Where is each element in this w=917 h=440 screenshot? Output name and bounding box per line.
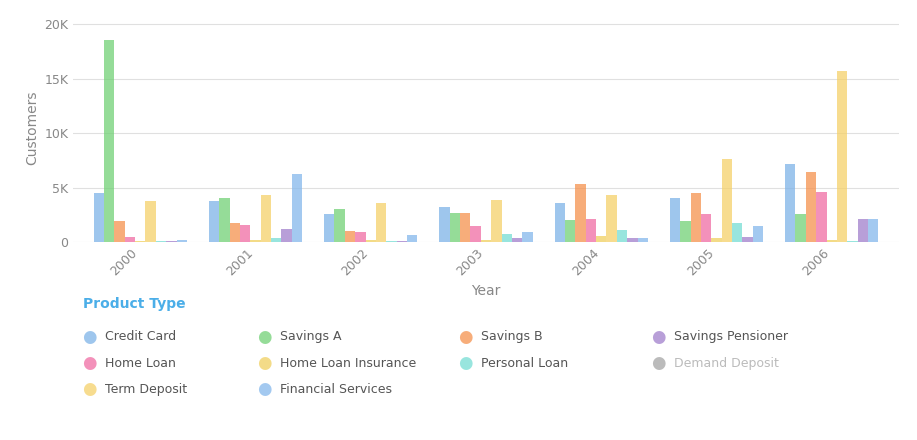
Bar bbox=[492, 199, 502, 242]
Bar bbox=[617, 230, 627, 242]
Bar bbox=[712, 238, 722, 242]
Text: ●: ● bbox=[458, 328, 473, 345]
Bar bbox=[397, 241, 407, 242]
Bar bbox=[722, 159, 732, 242]
Bar bbox=[523, 232, 533, 242]
Bar bbox=[271, 238, 282, 242]
Text: ●: ● bbox=[257, 328, 271, 345]
Bar bbox=[355, 232, 366, 242]
Text: ●: ● bbox=[83, 381, 97, 398]
X-axis label: Year: Year bbox=[471, 284, 501, 298]
Bar bbox=[176, 240, 187, 242]
Text: Term Deposit: Term Deposit bbox=[105, 383, 188, 396]
Bar bbox=[565, 220, 575, 242]
Bar bbox=[240, 224, 250, 242]
Bar bbox=[386, 241, 397, 242]
Text: Savings A: Savings A bbox=[280, 330, 341, 343]
Text: ●: ● bbox=[257, 354, 271, 372]
Y-axis label: Customers: Customers bbox=[25, 90, 39, 165]
Bar bbox=[785, 164, 795, 242]
Text: ●: ● bbox=[651, 354, 666, 372]
Bar bbox=[826, 240, 837, 242]
Bar bbox=[680, 221, 691, 242]
Bar bbox=[376, 203, 386, 242]
Bar bbox=[606, 195, 617, 242]
Text: Demand Deposit: Demand Deposit bbox=[674, 356, 779, 370]
Text: Savings Pensioner: Savings Pensioner bbox=[674, 330, 788, 343]
Bar bbox=[94, 193, 104, 242]
Text: Home Loan: Home Loan bbox=[105, 356, 176, 370]
Bar bbox=[701, 214, 712, 242]
Text: Product Type: Product Type bbox=[83, 297, 185, 311]
Text: ●: ● bbox=[83, 328, 97, 345]
Text: Savings B: Savings B bbox=[481, 330, 543, 343]
Bar bbox=[439, 207, 449, 242]
Bar bbox=[555, 203, 565, 242]
Bar bbox=[219, 198, 229, 242]
Bar bbox=[596, 236, 606, 242]
Bar bbox=[146, 201, 156, 242]
Text: Personal Loan: Personal Loan bbox=[481, 356, 569, 370]
Text: ●: ● bbox=[651, 328, 666, 345]
Bar bbox=[857, 219, 868, 242]
Bar bbox=[837, 71, 847, 242]
Text: Home Loan Insurance: Home Loan Insurance bbox=[280, 356, 416, 370]
Bar bbox=[743, 237, 753, 242]
Bar bbox=[292, 174, 303, 242]
Bar bbox=[816, 192, 826, 242]
Bar bbox=[795, 214, 806, 242]
Bar bbox=[637, 238, 648, 242]
Bar bbox=[449, 213, 460, 242]
Bar bbox=[847, 241, 857, 242]
Bar bbox=[135, 241, 146, 242]
Bar bbox=[125, 237, 135, 242]
Bar bbox=[481, 240, 492, 242]
Bar bbox=[868, 219, 878, 242]
Bar bbox=[460, 213, 470, 242]
Bar bbox=[586, 219, 596, 242]
Bar bbox=[324, 214, 335, 242]
Bar bbox=[806, 172, 816, 242]
Bar bbox=[282, 229, 292, 242]
Bar bbox=[156, 241, 166, 242]
Text: ●: ● bbox=[257, 381, 271, 398]
Bar bbox=[669, 198, 680, 242]
Bar bbox=[575, 184, 586, 242]
Bar bbox=[502, 235, 512, 242]
Bar bbox=[753, 226, 763, 242]
Bar bbox=[335, 209, 345, 242]
Bar bbox=[250, 240, 260, 242]
Bar bbox=[115, 221, 125, 242]
Bar bbox=[407, 235, 417, 242]
Bar bbox=[691, 193, 701, 242]
Bar bbox=[512, 238, 523, 242]
Bar bbox=[732, 224, 743, 242]
Text: ●: ● bbox=[83, 354, 97, 372]
Bar bbox=[260, 195, 271, 242]
Bar bbox=[104, 40, 115, 242]
Text: Financial Services: Financial Services bbox=[280, 383, 392, 396]
Bar bbox=[229, 224, 240, 242]
Bar bbox=[470, 226, 481, 242]
Bar bbox=[627, 238, 637, 242]
Bar bbox=[209, 201, 219, 242]
Bar bbox=[366, 240, 376, 242]
Bar bbox=[345, 231, 355, 242]
Text: ●: ● bbox=[458, 354, 473, 372]
Text: Credit Card: Credit Card bbox=[105, 330, 177, 343]
